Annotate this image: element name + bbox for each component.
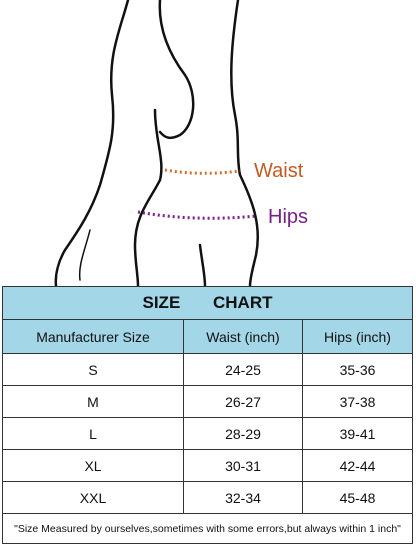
table-title: SIZE CHART — [2, 286, 413, 320]
table-cell: 24-25 — [183, 353, 303, 386]
table-row: S 24-25 35-36 — [2, 353, 413, 386]
table-row: M 26-27 37-38 — [2, 385, 413, 418]
inner-leg — [198, 243, 207, 288]
table-cell: 42-44 — [302, 449, 413, 482]
table-cell: 37-38 — [302, 385, 413, 418]
table-cell: 30-31 — [183, 449, 303, 482]
hips-line — [137, 210, 257, 220]
waist-line — [164, 168, 241, 175]
hand — [78, 229, 91, 281]
chest-outline — [158, 0, 195, 140]
waist-label: Waist — [254, 160, 304, 182]
table-cell: 26-27 — [183, 385, 303, 418]
header-cell: Waist (inch) — [183, 319, 303, 354]
table-cell: XXL — [2, 481, 184, 514]
table-cell: M — [2, 385, 184, 418]
body-silhouette: Waist Hips — [54, 0, 308, 288]
footnote-row: "Size Measured by ourselves,sometimes wi… — [2, 513, 413, 544]
left-body-outline — [133, 108, 163, 288]
right-body-outline — [230, 0, 260, 288]
table-cell: XL — [2, 449, 184, 482]
table-cell: 45-48 — [302, 481, 413, 514]
hips-label: Hips — [268, 206, 308, 228]
table-cell: 39-41 — [302, 417, 413, 450]
header-cell: Hips (inch) — [302, 319, 413, 354]
table-row: XL 30-31 42-44 — [2, 449, 413, 482]
arm-outline — [54, 0, 130, 288]
table-cell: 35-36 — [302, 353, 413, 386]
table-cell: L — [2, 417, 184, 450]
table-cell: 28-29 — [183, 417, 303, 450]
table-row: L 28-29 39-41 — [2, 417, 413, 450]
footnote: "Size Measured by ourselves,sometimes wi… — [2, 513, 413, 544]
header-cell: Manufacturer Size — [2, 319, 184, 354]
table-cell: 32-34 — [183, 481, 303, 514]
size-table: SIZE CHART Manufacturer Size Waist (inch… — [2, 286, 413, 544]
table-row: XXL 32-34 45-48 — [2, 481, 413, 514]
table-cell: S — [2, 353, 184, 386]
